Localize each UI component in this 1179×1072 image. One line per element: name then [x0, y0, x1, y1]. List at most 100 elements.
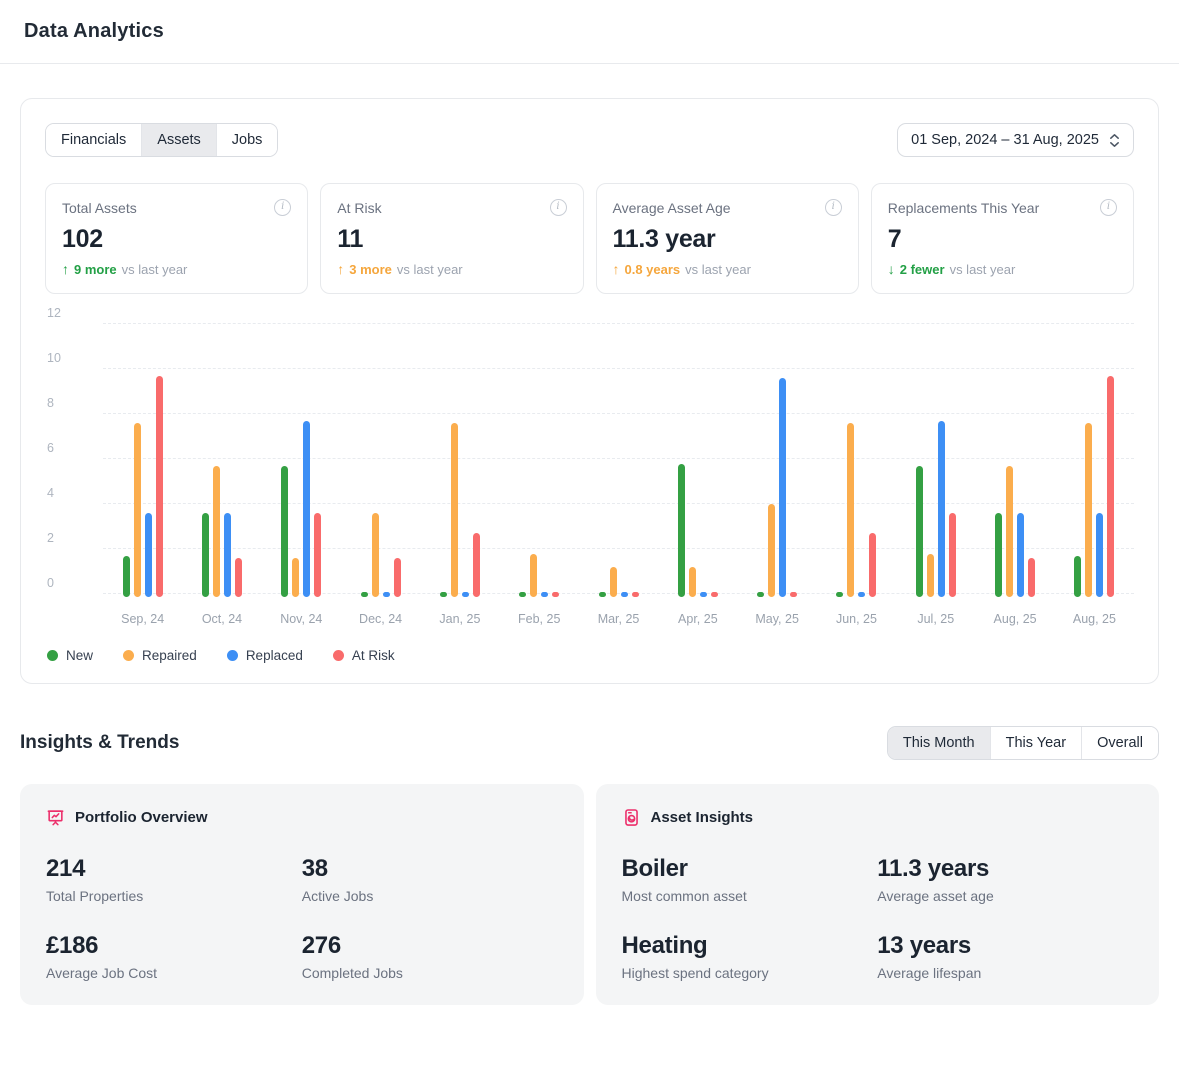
- legend-label: At Risk: [351, 648, 395, 663]
- stat-label: Average Asset Age: [612, 199, 731, 216]
- info-icon[interactable]: i: [274, 199, 292, 216]
- bar-replaced: [699, 591, 707, 597]
- bar-group: [975, 465, 1054, 597]
- bar-replaced: [937, 420, 945, 597]
- bar-repaired: [1006, 465, 1014, 597]
- legend-dot-icon: [226, 650, 238, 661]
- chart-legend: New Repaired Replaced At Risk: [45, 648, 1134, 663]
- bar-replaced: [779, 378, 787, 597]
- legend-label: Repaired: [142, 648, 197, 663]
- toggle-this-year[interactable]: This Year: [990, 727, 1083, 759]
- delta-amount: 0.8 years: [624, 261, 681, 277]
- metric-total-properties: 214 Total Properties: [46, 855, 302, 904]
- stat-value: 102: [62, 225, 103, 253]
- bar-group: [103, 375, 182, 597]
- analytics-panel: Financials Assets Jobs 01 Sep, 2024 – 31…: [20, 98, 1159, 684]
- metric-value: 276: [301, 932, 341, 959]
- metric-value: 38: [301, 855, 328, 882]
- stat-card-total-assets: Total Assets i 102 ↑ 9 more vs last year: [45, 183, 309, 294]
- x-axis-label: Jul, 25: [917, 612, 955, 626]
- bar-at-risk: [155, 375, 163, 597]
- bar-at-risk: [234, 558, 242, 597]
- delta-suffix: vs last year: [121, 261, 188, 277]
- bar-group: [817, 423, 896, 597]
- metric-value: 214: [46, 855, 86, 882]
- gridline: [103, 503, 1134, 504]
- gridline: [103, 323, 1134, 324]
- bar-new: [281, 465, 289, 597]
- bar-replaced: [382, 591, 390, 597]
- bar-group: [1055, 375, 1134, 597]
- tab-financials[interactable]: Financials: [46, 124, 143, 156]
- delta-suffix: vs last year: [396, 261, 463, 277]
- x-axis-label: Jan, 25: [439, 612, 481, 626]
- tab-jobs[interactable]: Jobs: [216, 124, 278, 156]
- metric-average-asset-age: 11.3 years Average asset age: [877, 855, 1133, 904]
- x-axis-label: Jun, 25: [835, 612, 877, 626]
- x-axis-label: Dec, 24: [359, 612, 403, 626]
- delta-suffix: vs last year: [949, 261, 1016, 277]
- stat-value: 11: [337, 225, 364, 253]
- bar-group: [182, 465, 261, 597]
- bar-new: [519, 591, 527, 597]
- bar-at-risk: [790, 591, 798, 597]
- stat-card-at-risk: At Risk i 11 ↑ 3 more vs last year: [320, 183, 584, 294]
- bar-replaced: [303, 420, 311, 597]
- metric-average-lifespan: 13 years Average lifespan: [877, 932, 1133, 981]
- date-range-value: 01 Sep, 2024 – 31 Aug, 2025: [911, 132, 1099, 148]
- info-icon[interactable]: i: [549, 199, 567, 216]
- toggle-this-month[interactable]: This Month: [887, 727, 991, 759]
- bar-at-risk: [552, 591, 560, 597]
- y-axis-tick: 2: [47, 531, 54, 545]
- legend-item-new: New: [47, 648, 93, 663]
- bar-new: [439, 591, 447, 597]
- bar-replaced: [1017, 513, 1025, 597]
- x-axis-label: Aug, 25: [993, 612, 1037, 626]
- stat-delta: ↑ 0.8 years vs last year: [613, 261, 842, 277]
- toggle-overall[interactable]: Overall: [1082, 727, 1158, 759]
- bar-new: [1074, 555, 1082, 597]
- stat-value: 7: [887, 225, 902, 253]
- stat-card-average-asset-age: Average Asset Age i 11.3 year ↑ 0.8 year…: [595, 183, 859, 294]
- y-axis: 0 2 4 6 8 10 12: [45, 306, 103, 594]
- bar-at-risk: [948, 513, 956, 597]
- bar-group: [341, 513, 420, 597]
- bar-new: [677, 463, 685, 597]
- delta-amount: 3 more: [349, 261, 392, 277]
- info-icon[interactable]: i: [824, 199, 842, 216]
- metric-value: £186: [46, 932, 99, 959]
- bar-new: [995, 513, 1003, 597]
- bar-repaired: [450, 423, 458, 597]
- date-range-select[interactable]: 01 Sep, 2024 – 31 Aug, 2025: [897, 123, 1134, 157]
- stat-delta: ↑ 3 more vs last year: [337, 261, 566, 277]
- bar-repaired: [609, 567, 617, 597]
- stat-value: 11.3 year: [612, 225, 716, 253]
- bar-repaired: [847, 423, 855, 597]
- bar-new: [122, 555, 130, 597]
- bar-at-risk: [710, 591, 718, 597]
- x-axis-label: May, 25: [755, 612, 799, 626]
- insight-card-title: Portfolio Overview: [75, 809, 208, 826]
- gridline: [103, 413, 1134, 414]
- bar-groups: [103, 321, 1134, 597]
- delta-amount: 9 more: [74, 261, 117, 277]
- metric-most-common-asset: Boiler Most common asset: [622, 855, 878, 904]
- legend-item-repaired: Repaired: [123, 648, 197, 663]
- gridline: [103, 593, 1134, 594]
- x-axis: Sep, 24 Oct, 24 Nov, 24 Dec, 24 Jan, 25 Feb, …: [103, 612, 1134, 626]
- bar-replaced: [461, 591, 469, 597]
- y-axis-tick: 12: [47, 306, 61, 320]
- metric-label: Active Jobs: [301, 888, 374, 904]
- delta-suffix: vs last year: [685, 261, 751, 277]
- tab-assets[interactable]: Assets: [142, 124, 217, 156]
- x-axis-label: Nov, 24: [280, 612, 323, 626]
- gridline: [103, 548, 1134, 549]
- delta-amount: 2 fewer: [899, 261, 945, 277]
- bar-at-risk: [631, 591, 639, 597]
- arrow-up-icon: ↑: [337, 261, 345, 277]
- x-axis-label: Feb, 25: [518, 612, 561, 626]
- asset-insights-card: Asset Insights Boiler Most common asset …: [595, 784, 1159, 1005]
- gridline: [103, 368, 1134, 369]
- bar-new: [598, 591, 606, 597]
- info-icon[interactable]: i: [1100, 199, 1117, 216]
